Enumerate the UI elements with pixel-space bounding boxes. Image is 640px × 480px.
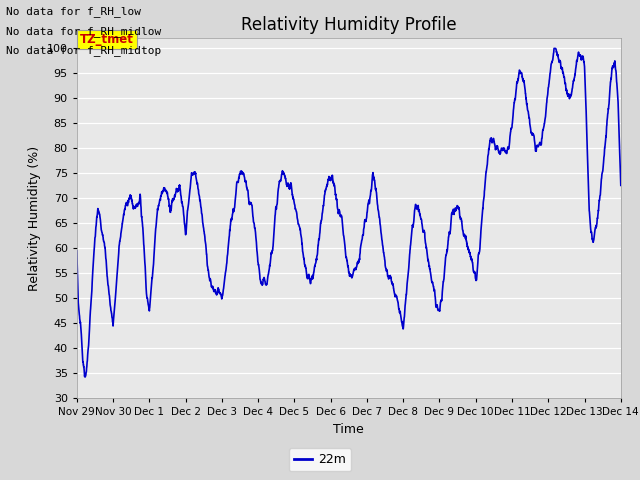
Text: No data for f_RH_midtop: No data for f_RH_midtop — [6, 45, 162, 56]
Text: No data for f_RH_midlow: No data for f_RH_midlow — [6, 25, 162, 36]
Y-axis label: Relativity Humidity (%): Relativity Humidity (%) — [28, 146, 41, 291]
Text: No data for f_RH_low: No data for f_RH_low — [6, 6, 141, 17]
Title: Relativity Humidity Profile: Relativity Humidity Profile — [241, 16, 456, 34]
Text: TZ_tmet: TZ_tmet — [80, 33, 134, 46]
X-axis label: Time: Time — [333, 423, 364, 436]
Legend: 22m: 22m — [289, 448, 351, 471]
